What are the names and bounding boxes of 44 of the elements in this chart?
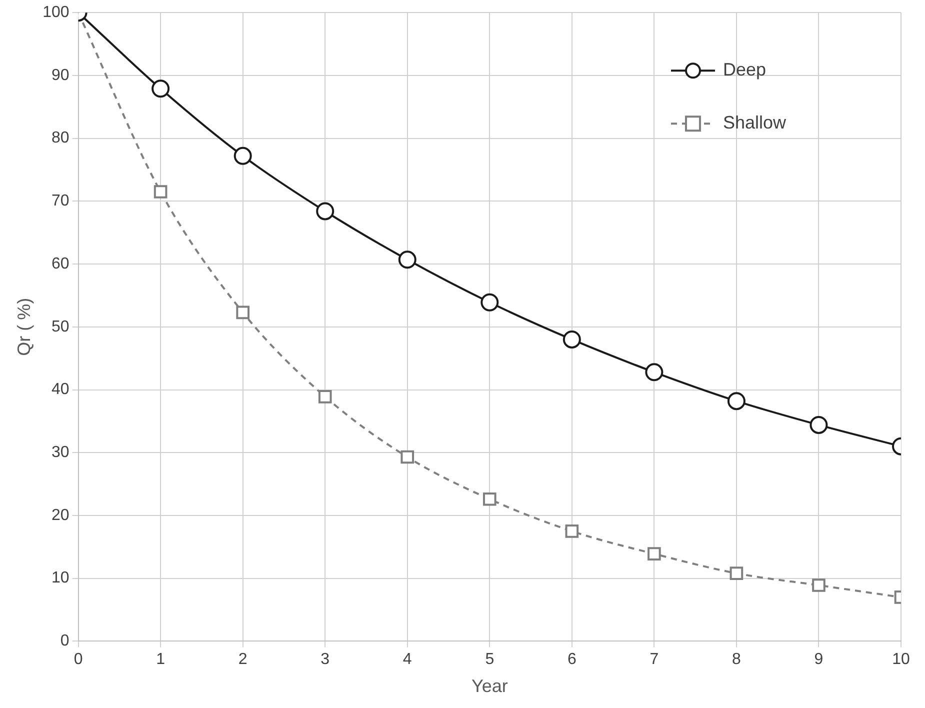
y-tick-label: 90 [52,66,70,84]
x-tick-label: 1 [156,651,166,668]
point [645,363,664,382]
y-tick-label: 100 [42,4,70,22]
x-tick-label: 2 [238,651,248,668]
x-tick-label: 5 [485,651,494,668]
point [152,80,170,98]
x-tick-label: 8 [732,651,742,668]
point [318,390,332,404]
point [398,250,416,269]
point [812,578,826,592]
point [236,306,250,320]
x-axis-title: Year [471,676,508,696]
x-tick-label: 7 [650,651,659,668]
y-tick-label: 80 [52,130,70,147]
point [234,146,252,165]
y-axis-title: Qr ( %) [14,298,34,356]
y-tick-label: 0 [60,632,70,650]
x-tick-label: 10 [892,651,910,668]
point [727,392,746,410]
y-tick-label: 60 [52,255,70,272]
point [154,185,168,198]
y-tick-label: 50 [52,318,70,336]
point [482,492,496,506]
x-tick-label: 6 [567,651,576,668]
legend-label: Shallow [723,112,788,133]
y-tick-label: 30 [52,444,70,462]
point [565,524,579,538]
point [480,293,499,312]
point [316,202,334,220]
legend-label: Deep [723,60,766,80]
y-tick-label: 40 [52,381,70,398]
y-tick-label: 20 [52,506,70,524]
x-tick-label: 3 [320,651,330,668]
y-tick-label: 10 [52,570,70,587]
point [810,416,828,434]
x-tick-label: 4 [402,651,412,668]
x-tick-label: 9 [814,651,824,668]
point [400,450,414,464]
point [730,566,744,580]
x-tick-label: 0 [74,651,83,668]
y-tick-label: 70 [52,192,70,210]
point [648,547,661,560]
point [562,330,581,348]
